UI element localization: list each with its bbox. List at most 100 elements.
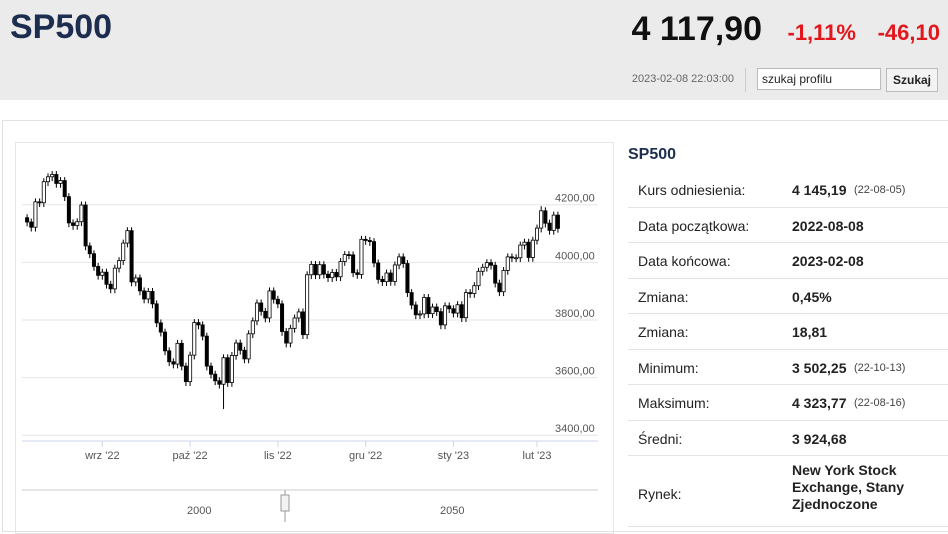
candle-body bbox=[405, 263, 410, 294]
stats-row: Zmiana: 18,81 bbox=[628, 314, 948, 350]
row-note: (22-08-05) bbox=[854, 184, 906, 196]
stats-row: Kurs odniesienia: 4 145,19 (22-08-05) bbox=[628, 172, 948, 208]
stats-row: Minimum: 3 502,25 (22-10-13) bbox=[628, 350, 948, 385]
candle-body bbox=[183, 365, 188, 383]
candle-body bbox=[133, 277, 138, 283]
candle-body bbox=[501, 270, 506, 293]
candle-body bbox=[221, 357, 226, 385]
candle-body bbox=[217, 380, 222, 385]
candle-body bbox=[154, 303, 159, 324]
candle-body bbox=[229, 355, 234, 383]
stats-row: Maksimum: 4 323,77 (22-08-16) bbox=[628, 385, 948, 421]
candle-body bbox=[112, 267, 117, 290]
candle-body bbox=[497, 282, 502, 293]
row-label: Maksimum: bbox=[638, 395, 710, 411]
candle-body bbox=[342, 254, 347, 262]
candle-body bbox=[225, 357, 230, 383]
x-tick-label: wrz '22 bbox=[84, 450, 120, 462]
candle-body bbox=[321, 264, 326, 275]
candle-body bbox=[213, 373, 218, 382]
candle-body bbox=[555, 214, 560, 229]
candle-body bbox=[480, 266, 485, 272]
timestamp: 2023-02-08 22:03:00 bbox=[631, 73, 734, 85]
candle-body bbox=[204, 335, 209, 367]
row-value: 2022-08-08 bbox=[792, 217, 864, 234]
candle-body bbox=[117, 260, 122, 269]
candle-body bbox=[150, 291, 155, 305]
candle-body bbox=[37, 201, 42, 204]
candle-body bbox=[535, 227, 540, 241]
candle-body bbox=[413, 304, 418, 316]
candle-body bbox=[438, 311, 443, 326]
candle-body bbox=[380, 278, 385, 283]
candle-body bbox=[443, 305, 448, 326]
candle-body bbox=[363, 238, 368, 241]
search-input[interactable]: szukaj profilu bbox=[757, 68, 881, 90]
candle-body bbox=[522, 241, 527, 246]
row-label: Zmiana: bbox=[638, 324, 689, 340]
candle-body bbox=[96, 266, 101, 276]
candle-body bbox=[263, 310, 268, 319]
y-tick-label: 3800,00 bbox=[555, 308, 595, 320]
candle-body bbox=[518, 244, 523, 259]
row-label: Data początkowa: bbox=[638, 217, 750, 234]
stats-row: Data końcowa: 2023-02-08 bbox=[628, 243, 948, 279]
candle-body bbox=[376, 262, 381, 280]
candle-body bbox=[359, 238, 364, 275]
candle-body bbox=[121, 242, 126, 262]
candle-body bbox=[45, 176, 50, 183]
candle-body bbox=[459, 304, 464, 319]
y-tick-label: 3400,00 bbox=[555, 423, 595, 435]
stats-table: Kurs odniesienia: 4 145,19 (22-08-05) Data … bbox=[628, 172, 948, 527]
row-label: Kurs odniesienia: bbox=[638, 182, 746, 198]
header-bar: SP500 4 117,90 -1,11% -46,10 2023-02-08 … bbox=[0, 0, 948, 100]
candle-body bbox=[188, 354, 193, 383]
candle-body bbox=[472, 285, 477, 294]
candle-body bbox=[426, 297, 431, 315]
candle-body bbox=[108, 283, 113, 290]
candle-body bbox=[250, 320, 255, 335]
search-button[interactable]: Szukaj bbox=[886, 68, 938, 92]
candle-body bbox=[267, 290, 272, 319]
candle-body bbox=[171, 361, 176, 365]
candle-body bbox=[388, 272, 393, 282]
candle-body bbox=[125, 230, 130, 244]
stats-row: Rynek: New York Stock Exchange, Stany Zje… bbox=[628, 456, 948, 527]
row-label: Rynek: bbox=[638, 486, 682, 502]
y-tick-label: 3600,00 bbox=[555, 366, 595, 378]
candle-body bbox=[543, 210, 548, 224]
x-tick-label: sty '23 bbox=[438, 450, 469, 462]
candle-body bbox=[334, 272, 339, 278]
navigator-handle bbox=[280, 494, 290, 512]
x-tick-label: gru '22 bbox=[349, 450, 382, 462]
candle-body bbox=[29, 221, 34, 228]
candle-body bbox=[79, 204, 84, 223]
candle-body bbox=[271, 290, 276, 300]
candle-body bbox=[309, 263, 314, 276]
candle-body bbox=[200, 324, 205, 337]
candle-body bbox=[451, 308, 456, 314]
candle-body bbox=[305, 274, 310, 336]
candle-body bbox=[484, 262, 489, 268]
candle-body bbox=[296, 311, 301, 319]
candle-body bbox=[355, 272, 360, 275]
candle-body bbox=[447, 305, 452, 310]
candle-body bbox=[539, 210, 544, 229]
candle-body bbox=[83, 204, 88, 247]
candle-body bbox=[284, 331, 289, 344]
candle-body bbox=[292, 317, 297, 329]
candle-body bbox=[288, 327, 293, 344]
candle-body bbox=[104, 271, 109, 285]
change-value: -46,10 bbox=[877, 20, 940, 45]
candle-body bbox=[468, 292, 473, 295]
candle-body bbox=[489, 262, 494, 266]
candle-body bbox=[87, 245, 92, 255]
candle-body bbox=[71, 222, 76, 226]
candle-body bbox=[434, 306, 439, 313]
candle-body bbox=[530, 239, 535, 258]
row-value: 18,81 bbox=[792, 324, 828, 340]
x-tick-label: lis '22 bbox=[264, 450, 292, 462]
candle-body bbox=[330, 272, 335, 279]
candle-body bbox=[175, 342, 180, 365]
candle-body bbox=[313, 263, 318, 276]
